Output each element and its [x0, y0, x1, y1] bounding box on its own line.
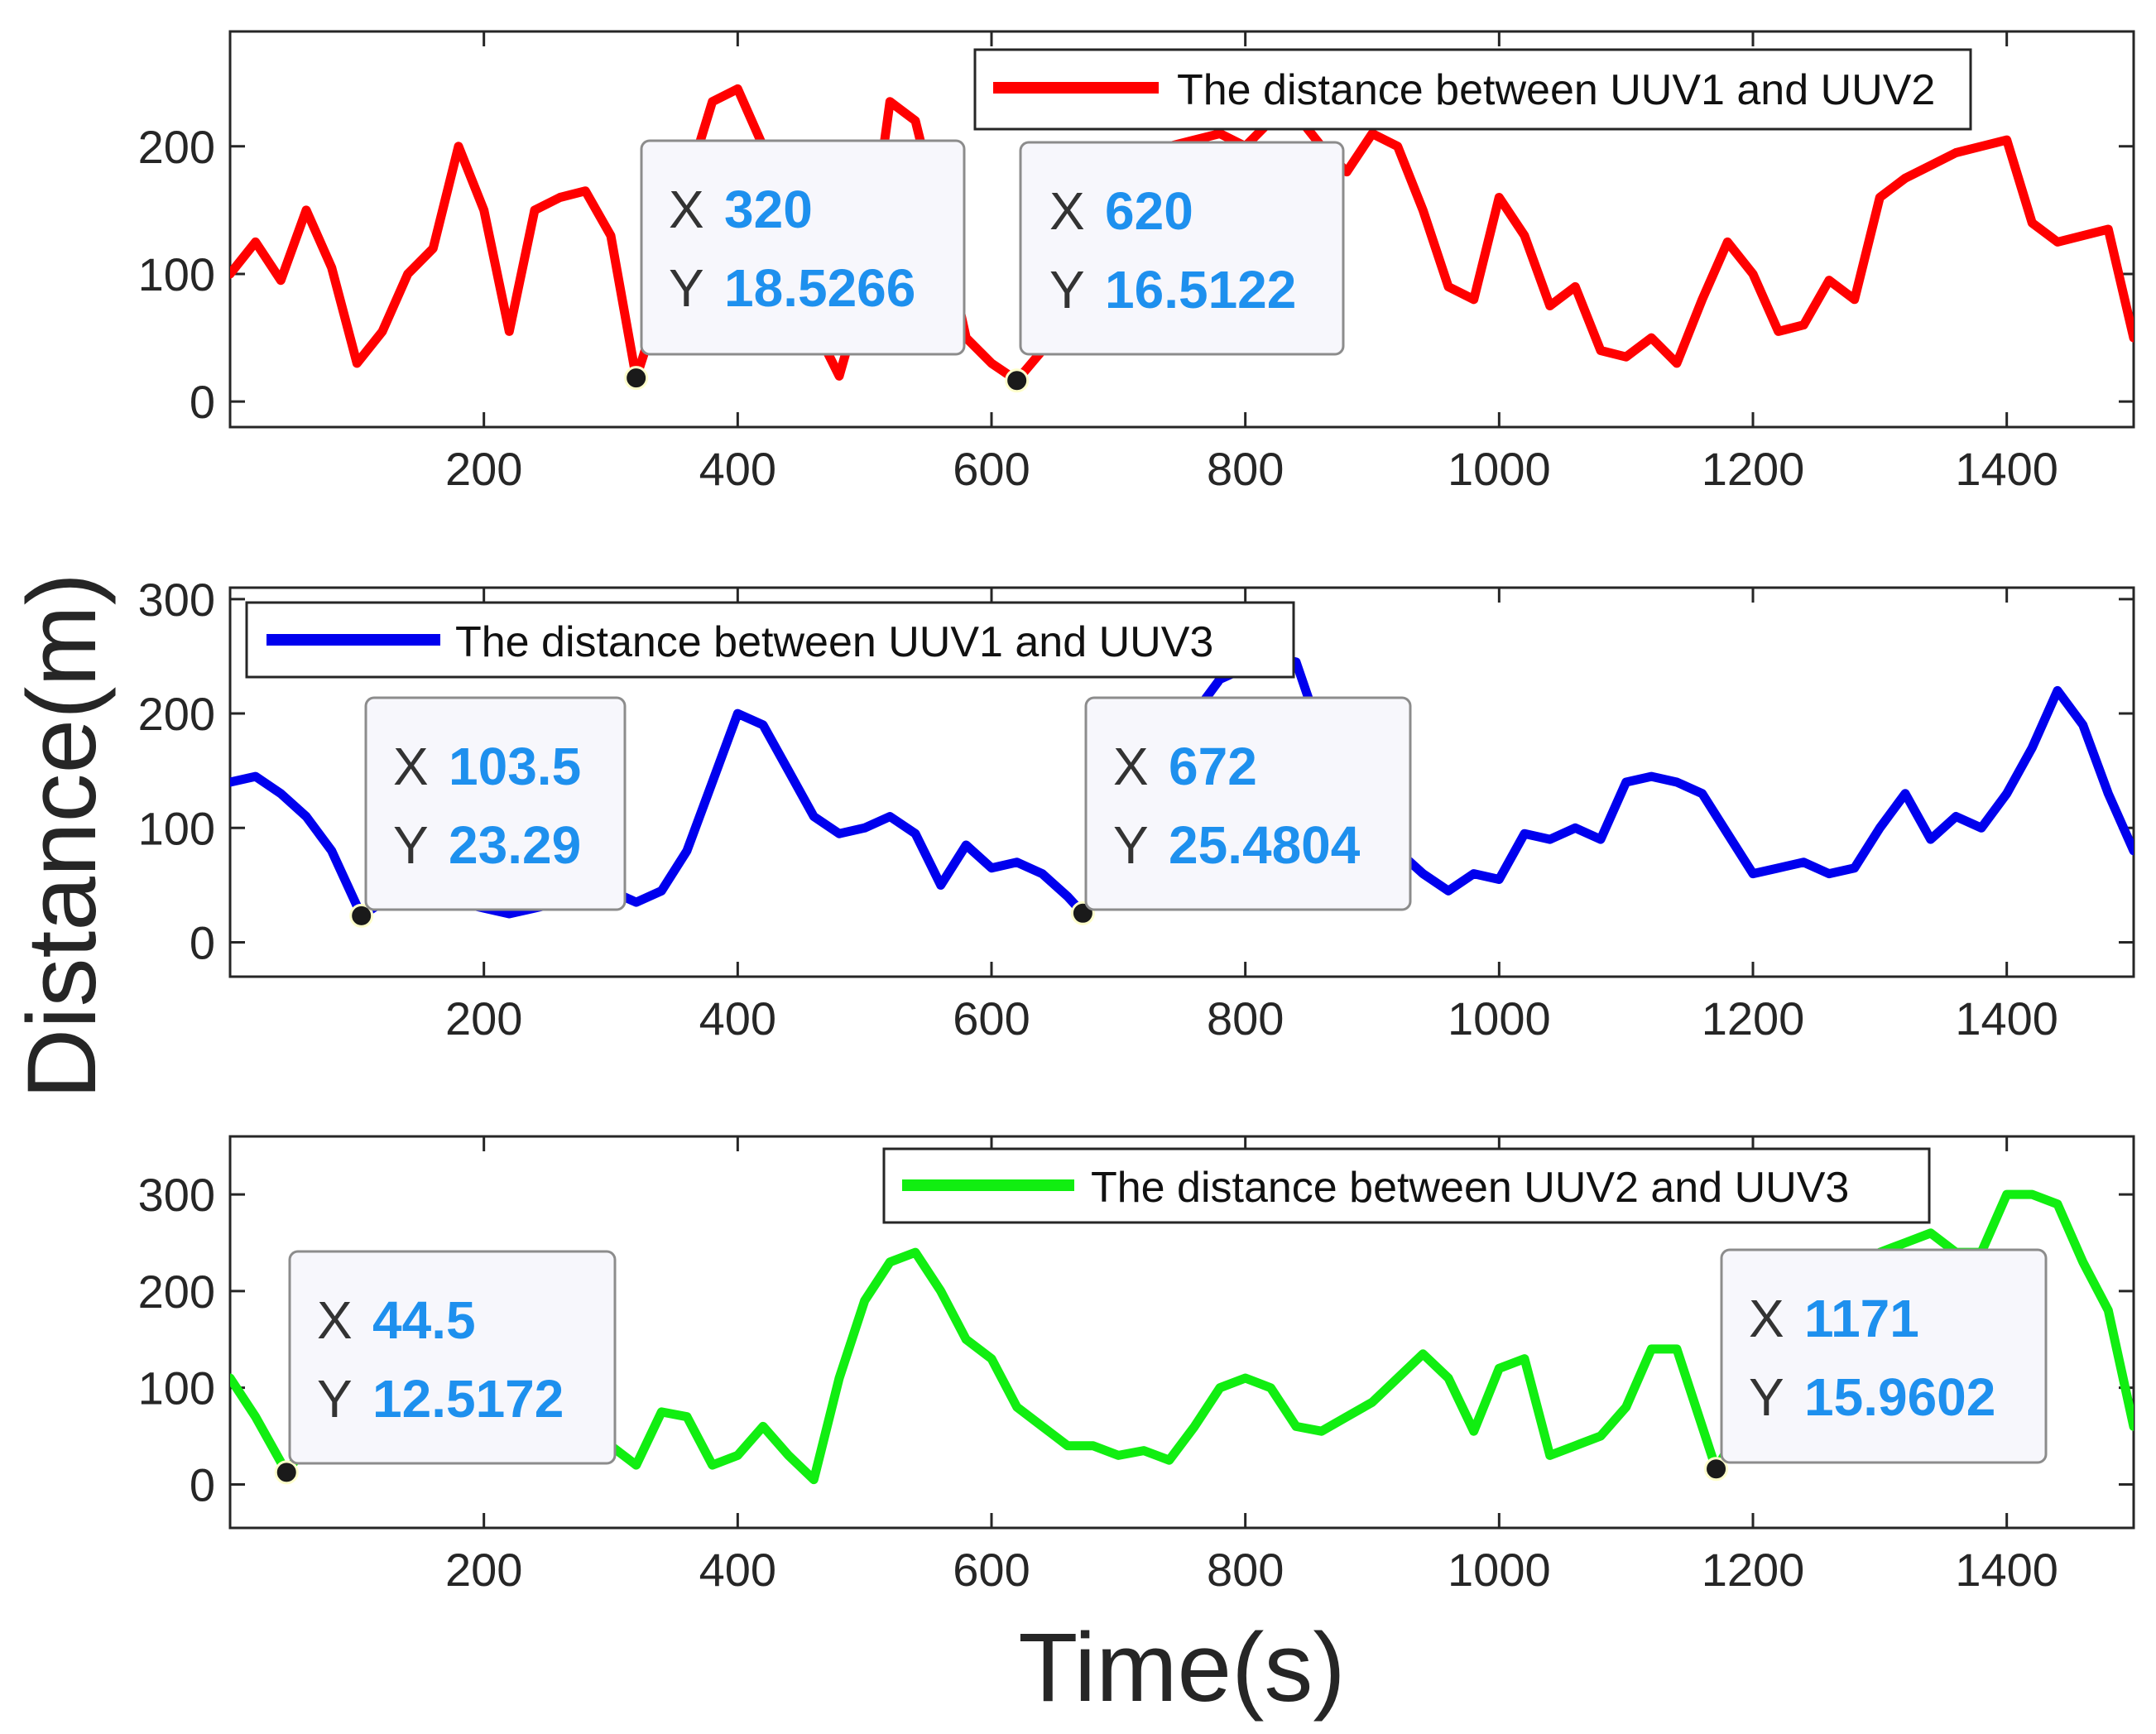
- x-tick-label: 1400: [1955, 992, 2058, 1045]
- y-tick-label: 0: [190, 1458, 215, 1511]
- x-tick-label: 600: [953, 992, 1030, 1045]
- x-tick-label: 1000: [1448, 1544, 1551, 1596]
- subplot-uuv1-uuv3: 200 400 600 800 1000 1200 1400 0 100 200 300 The d…: [138, 574, 2135, 1045]
- axis-ticks: 200 400 600 800 1000 1200 1400 0 100 200: [138, 31, 2134, 495]
- datatip[interactable]: X 1171 Y 15.9602: [1720, 1248, 2048, 1464]
- y-tick-label: 100: [138, 1362, 215, 1415]
- datatip-y-value: 16.5122: [1105, 260, 1296, 319]
- datatip-box: [364, 696, 627, 911]
- legend: The distance between UUV1 and UUV3: [245, 601, 1295, 679]
- datatip-marker[interactable]: [349, 903, 374, 928]
- y-tick-label: 0: [190, 917, 215, 969]
- y-axis-label: Distance(m): [7, 573, 117, 1099]
- datatip-markers: [274, 1457, 1729, 1485]
- legend: The distance between UUV2 and UUV3: [882, 1147, 1931, 1224]
- datatip-x-value: 320: [724, 180, 813, 239]
- datatips: X 103.5 Y 23.29 X 672 Y 25.4804: [364, 696, 1412, 911]
- x-tick-label: 200: [445, 992, 522, 1045]
- datatip[interactable]: X 44.5 Y 12.5172: [288, 1250, 617, 1465]
- y-tick-label: 200: [138, 1266, 215, 1318]
- y-tick-label: 300: [138, 1169, 215, 1221]
- datatip-x-value: 103.5: [449, 737, 581, 796]
- datatip-box: [640, 139, 966, 356]
- y-tick-label: 200: [138, 121, 215, 173]
- legend-label: The distance between UUV1 and UUV2: [1177, 66, 1935, 114]
- datatip-y-value: 15.9602: [1804, 1367, 1995, 1427]
- x-tick-label: 1200: [1702, 1544, 1805, 1596]
- datatip-y-label: Y: [1049, 260, 1085, 319]
- y-tick-label: 0: [190, 376, 215, 428]
- datatip-marker[interactable]: [274, 1460, 299, 1485]
- datatip-x-value: 620: [1105, 181, 1193, 241]
- x-tick-label: 600: [953, 1544, 1030, 1596]
- datatip[interactable]: X 103.5 Y 23.29: [364, 696, 627, 911]
- x-tick-label: 800: [1207, 992, 1284, 1045]
- legend-label: The distance between UUV1 and UUV3: [455, 618, 1213, 666]
- datatip-x-label: X: [393, 737, 429, 796]
- datatip-x-value: 672: [1169, 737, 1257, 796]
- y-tick-label: 100: [138, 248, 215, 300]
- legend-label: The distance between UUV2 and UUV3: [1091, 1164, 1849, 1212]
- x-tick-label: 1000: [1448, 992, 1551, 1045]
- x-tick-label: 400: [699, 443, 776, 495]
- datatip-marker[interactable]: [1005, 368, 1030, 393]
- y-tick-label: 100: [138, 802, 215, 854]
- legend: The distance between UUV1 and UUV2: [973, 48, 1972, 131]
- axis-ticks: 200 400 600 800 1000 1200 1400 0 100 200 300: [138, 574, 2134, 1045]
- x-tick-label: 800: [1207, 1544, 1284, 1596]
- datatip-box: [1019, 141, 1345, 356]
- x-tick-label: 600: [953, 443, 1030, 495]
- datatip[interactable]: X 620 Y 16.5122: [1019, 141, 1345, 356]
- x-tick-label: 200: [445, 1544, 522, 1596]
- x-tick-label: 400: [699, 1544, 776, 1596]
- datatip-y-value: 18.5266: [724, 258, 915, 318]
- datatip-x-label: X: [669, 180, 704, 239]
- datatip-x-label: X: [1749, 1289, 1784, 1348]
- x-tick-label: 1200: [1702, 443, 1805, 495]
- datatip-y-label: Y: [669, 258, 704, 318]
- x-tick-label: 400: [699, 992, 776, 1045]
- datatip-x-value: 1171: [1804, 1289, 1919, 1348]
- datatips: X 44.5 Y 12.5172 X 1171 Y 15.9602: [288, 1248, 2048, 1465]
- datatip[interactable]: X 672 Y 25.4804: [1084, 696, 1412, 911]
- axis-ticks: 200 400 600 800 1000 1200 1400 0 100 200 300: [138, 1136, 2134, 1596]
- x-tick-label: 1000: [1448, 443, 1551, 495]
- datatip-box: [288, 1250, 617, 1465]
- datatip-y-label: Y: [1749, 1367, 1784, 1427]
- x-tick-label: 200: [445, 443, 522, 495]
- datatip-y-label: Y: [1113, 815, 1149, 875]
- subplot-uuv1-uuv2: 200 400 600 800 1000 1200 1400 0 100 200 The dist…: [138, 30, 2135, 495]
- x-tick-label: 1200: [1702, 992, 1805, 1045]
- datatip-x-label: X: [1049, 181, 1085, 241]
- y-tick-label: 200: [138, 688, 215, 740]
- x-axis-label: Time(s): [1018, 1613, 1345, 1722]
- datatip-x-value: 44.5: [372, 1290, 476, 1350]
- datatip[interactable]: X 320 Y 18.5266: [640, 139, 966, 356]
- subplot-uuv2-uuv3: 200 400 600 800 1000 1200 1400 0 100 200 300 The d…: [138, 1135, 2135, 1596]
- datatip-markers: [624, 366, 1030, 393]
- datatip-marker[interactable]: [1704, 1457, 1729, 1482]
- x-tick-label: 800: [1207, 443, 1284, 495]
- x-tick-label: 1400: [1955, 443, 2058, 495]
- datatip-box: [1720, 1248, 2048, 1464]
- datatip-y-value: 23.29: [449, 815, 581, 875]
- datatip-y-value: 12.5172: [372, 1369, 564, 1429]
- datatip-box: [1084, 696, 1412, 911]
- datatip-y-label: Y: [393, 815, 429, 875]
- datatip-x-label: X: [317, 1290, 353, 1350]
- y-tick-label: 300: [138, 574, 215, 626]
- datatip-x-label: X: [1113, 737, 1149, 796]
- x-tick-label: 1400: [1955, 1544, 2058, 1596]
- datatips: X 320 Y 18.5266 X 620 Y 16.5122: [640, 139, 1345, 356]
- datatip-marker[interactable]: [624, 366, 649, 391]
- datatip-y-label: Y: [317, 1369, 353, 1429]
- datatip-y-value: 25.4804: [1169, 815, 1361, 875]
